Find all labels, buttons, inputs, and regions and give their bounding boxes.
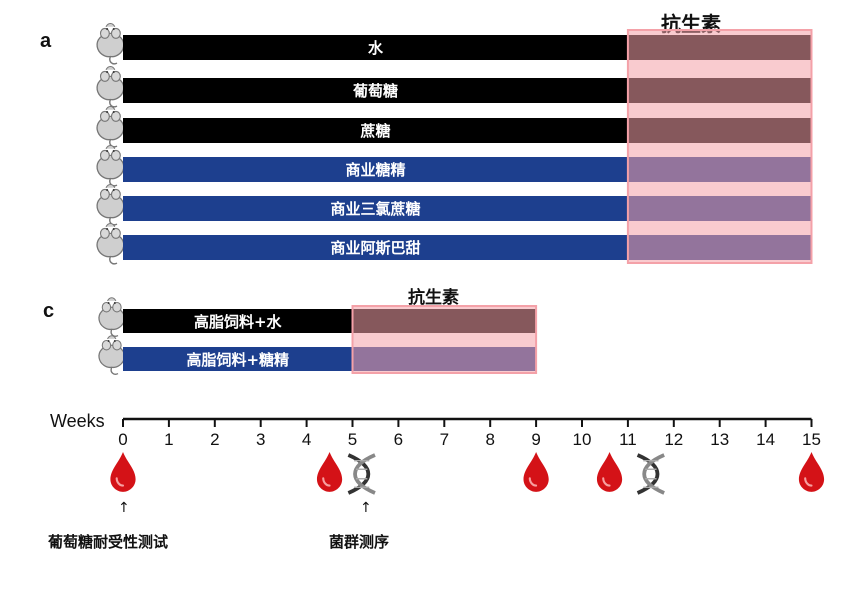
group-label-5: 商业阿斯巴甜 bbox=[330, 239, 420, 257]
glucose-test-arrow: ↑ bbox=[118, 500, 130, 516]
antibiotic-label-c: 抗生素 bbox=[408, 288, 459, 308]
tick-label: 8 bbox=[485, 430, 494, 449]
mouse-icon bbox=[96, 144, 125, 187]
timeline-markers-layer bbox=[109, 450, 826, 495]
tick-label: 4 bbox=[302, 430, 311, 449]
blood-drop-icon bbox=[595, 450, 624, 493]
mouse-icon bbox=[96, 105, 125, 148]
tick-label: 9 bbox=[531, 430, 540, 449]
tick-label: 14 bbox=[756, 430, 775, 449]
mouse-icon bbox=[96, 222, 125, 265]
tick-label: 2 bbox=[210, 430, 219, 449]
diet-label-0: 高脂饲料+水 bbox=[194, 313, 283, 331]
panel-c-label: c bbox=[43, 300, 55, 322]
tick-label: 10 bbox=[573, 430, 592, 449]
mouse-icon bbox=[98, 335, 126, 375]
tick-label: 12 bbox=[664, 430, 683, 449]
panel-a-label: a bbox=[40, 30, 52, 52]
blood-drop-icon bbox=[797, 450, 826, 493]
diet-label-1: 高脂饲料+糖精 bbox=[186, 351, 289, 369]
microbiome-sequencing-label: 菌群测序 bbox=[329, 533, 390, 551]
weeks-axis-label: Weeks bbox=[50, 411, 105, 431]
antibiotic-window-a bbox=[626, 29, 813, 264]
tick-label: 5 bbox=[348, 430, 357, 449]
mouse-icon bbox=[96, 183, 125, 226]
mouse-icon bbox=[98, 297, 126, 337]
tick-label: 0 bbox=[118, 430, 127, 449]
blood-drop-icon bbox=[109, 450, 137, 493]
tick-label: 11 bbox=[619, 430, 637, 449]
mouse-icon bbox=[96, 22, 125, 65]
tick-label: 15 bbox=[802, 430, 821, 449]
group-label-4: 商业三氯蔗糖 bbox=[330, 200, 420, 218]
tick-label: 7 bbox=[440, 430, 449, 449]
blood-drop-icon bbox=[522, 450, 550, 493]
tick-label: 1 bbox=[164, 430, 173, 449]
group-label-3: 商业糖精 bbox=[345, 161, 405, 179]
sequencing-arrow: ↑ bbox=[360, 500, 372, 516]
mouse-icon bbox=[96, 65, 125, 108]
antibiotic-window-c bbox=[351, 305, 538, 374]
group-label-0: 水 bbox=[368, 39, 384, 57]
dna-icon bbox=[346, 453, 377, 495]
tick-label: 3 bbox=[256, 430, 265, 449]
tick-label: 6 bbox=[394, 430, 403, 449]
blood-drop-icon bbox=[315, 450, 344, 493]
dna-icon bbox=[635, 453, 667, 495]
group-label-1: 葡萄糖 bbox=[352, 82, 398, 100]
glucose-tolerance-test-label: 葡萄糖耐受性测试 bbox=[48, 533, 169, 551]
group-label-2: 蔗糖 bbox=[359, 122, 390, 140]
tick-label: 13 bbox=[710, 430, 729, 449]
